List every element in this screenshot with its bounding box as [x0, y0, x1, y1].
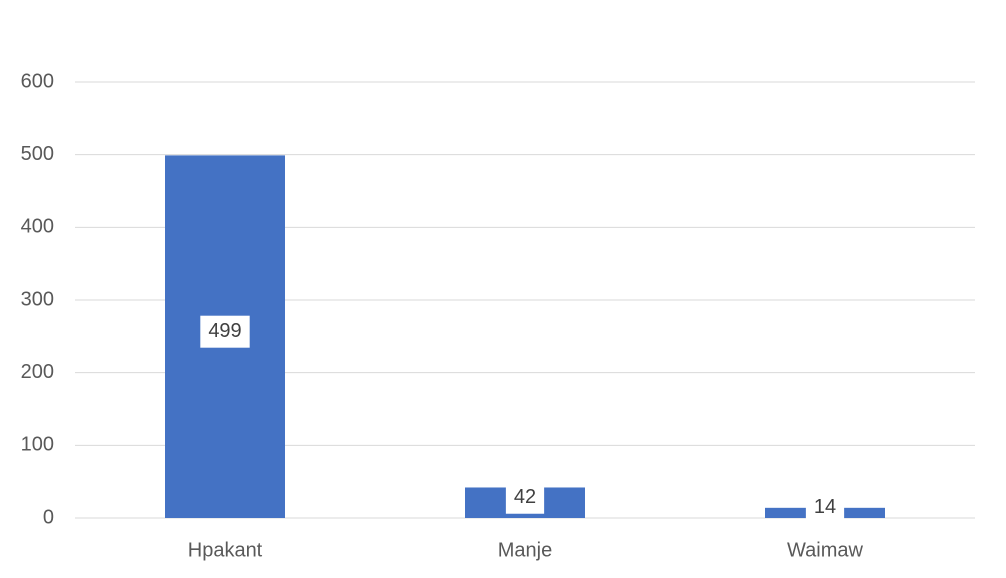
y-tick-label: 600 — [21, 70, 54, 92]
y-tick-label: 500 — [21, 143, 54, 165]
data-label: 42 — [514, 486, 536, 508]
data-label-box — [505, 481, 545, 514]
y-tick-label: 300 — [21, 288, 54, 310]
y-tick-label: 100 — [21, 434, 54, 456]
x-tick-label: Waimaw — [787, 539, 863, 561]
y-tick-label: 400 — [21, 216, 54, 238]
data-label: 14 — [814, 496, 836, 518]
y-tick-label: 200 — [21, 361, 54, 383]
x-tick-label: Hpakant — [188, 539, 263, 561]
data-label: 499 — [208, 320, 241, 342]
x-tick-label: Manje — [498, 539, 552, 561]
data-label-box — [805, 491, 845, 524]
data-label-box — [200, 315, 250, 348]
y-tick-label: 0 — [43, 506, 54, 528]
